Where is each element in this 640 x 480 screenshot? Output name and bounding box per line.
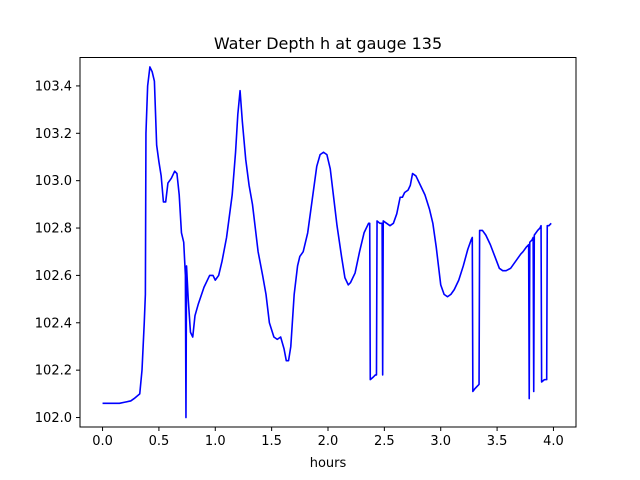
y-tick-label: 103.2 — [35, 127, 72, 142]
chart-title: Water Depth h at gauge 135 — [214, 34, 442, 53]
series-layer — [102, 66, 552, 419]
x-tick-label: 3.0 — [430, 434, 451, 449]
y-tick-label: 102.0 — [35, 411, 72, 426]
x-axis-label: hours — [310, 456, 347, 471]
y-tick-label: 103.4 — [35, 79, 72, 94]
y-tick-label: 103.0 — [35, 174, 72, 189]
y-axis: 102.0 102.2 102.4 102.6 102.8 103.0 103.2 103.4 — [35, 79, 80, 426]
x-tick-label: 0.5 — [149, 434, 170, 449]
x-tick-label: 3.5 — [487, 434, 508, 449]
x-tick-label: 4.0 — [543, 434, 564, 449]
y-tick-label: 102.6 — [35, 269, 72, 284]
series-line — [102, 66, 552, 419]
x-axis: 0.0 0.5 1.0 1.5 2.0 2.5 3.0 3.5 4.0 — [92, 427, 564, 449]
x-tick-label: 2.0 — [318, 434, 339, 449]
x-tick-label: 0.0 — [92, 434, 113, 449]
y-tick-label: 102.2 — [35, 364, 72, 379]
x-tick-label: 1.0 — [205, 434, 226, 449]
y-tick-label: 102.4 — [35, 316, 72, 331]
y-tick-label: 102.8 — [35, 222, 72, 237]
x-tick-label: 2.5 — [374, 434, 395, 449]
x-tick-label: 1.5 — [261, 434, 282, 449]
plot-area-frame — [79, 57, 577, 428]
